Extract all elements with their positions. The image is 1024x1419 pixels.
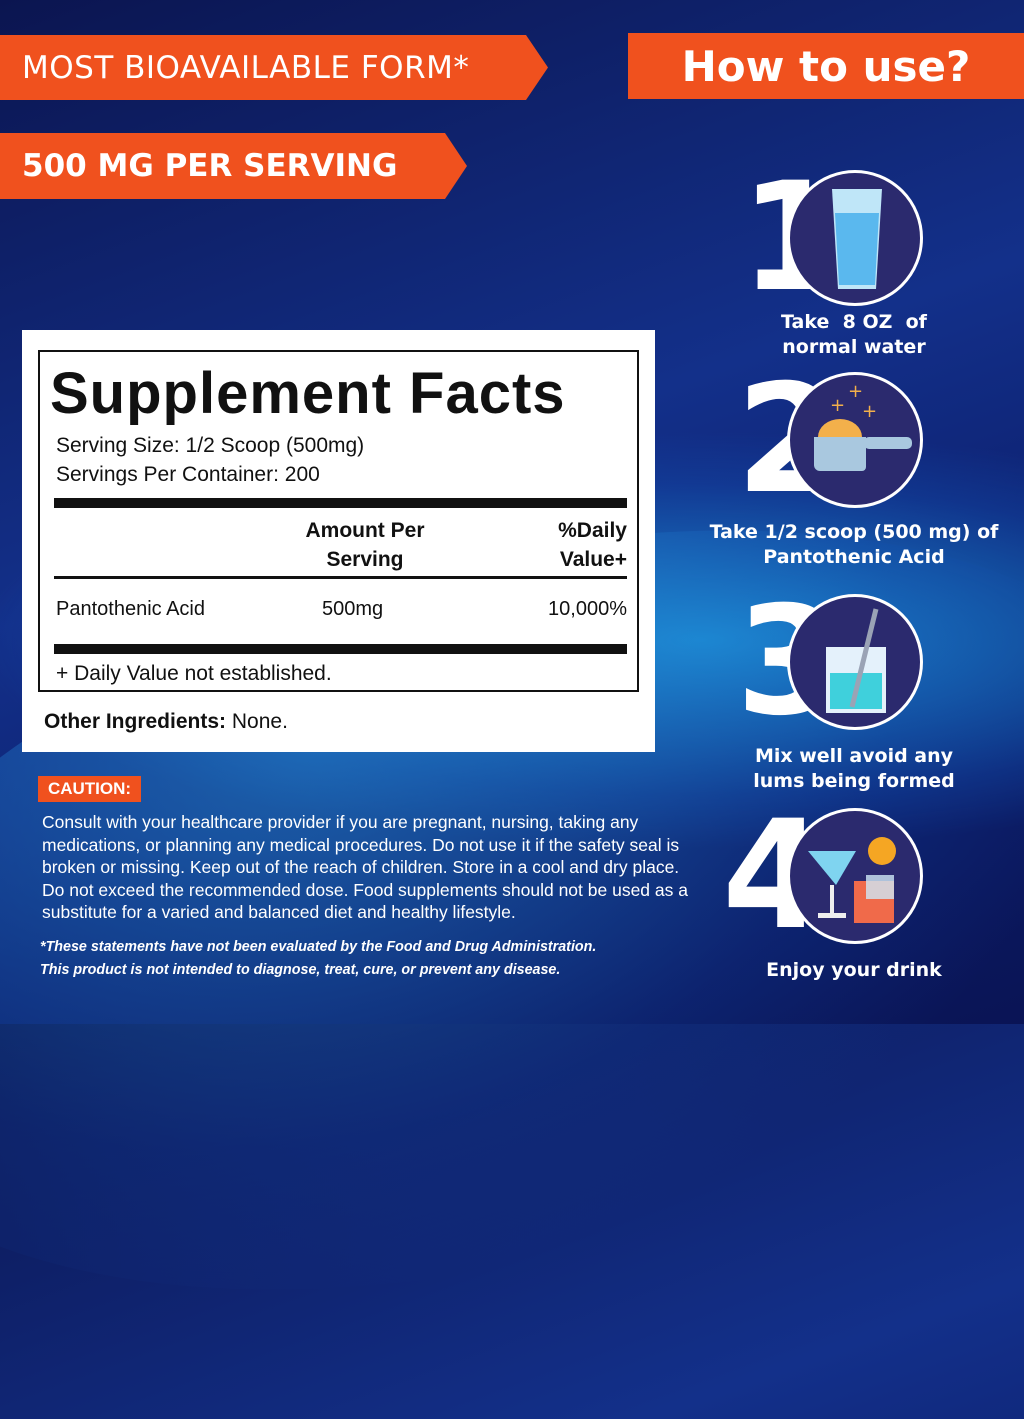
disclaimer-line: This product is not intended to diagnose… <box>40 961 561 978</box>
banner-text: MOST BIOAVAILABLE FORM* <box>22 49 470 86</box>
step-line: Mix well avoid any <box>754 745 954 767</box>
divider <box>54 644 627 654</box>
amount-header-line: Amount Per <box>305 519 425 542</box>
other-value: None. <box>226 710 288 733</box>
step-line: Take 8 OZ of <box>781 311 927 333</box>
divider <box>54 498 627 508</box>
other-label: Other Ingredients: <box>44 710 227 733</box>
svg-text:+: + <box>862 401 877 422</box>
bioavailable-banner: MOST BIOAVAILABLE FORM* <box>0 35 548 100</box>
serving-banner: 500 MG PER SERVING <box>0 133 467 199</box>
nutrient-name: Pantothenic Acid <box>56 598 205 620</box>
dv-header: %Daily Value+ <box>558 516 627 574</box>
water-glass-icon <box>787 170 923 306</box>
caution-badge: CAUTION: <box>38 776 141 802</box>
step-label: Take 1/2 scoop (500 mg) of Pantothenic Ac… <box>694 520 1014 570</box>
dv-header-line: %Daily <box>558 519 627 542</box>
servings-per-container: Servings Per Container: 200 <box>56 463 320 486</box>
fda-disclaimer: *These statements have not been evaluate… <box>40 936 720 982</box>
lower-text-block: Consult with your healthcare provider if… <box>40 811 720 982</box>
supplement-facts-panel: Supplement Facts Serving Size: 1/2 Scoop… <box>22 330 655 752</box>
powder-scoop-icon: + + + <box>787 372 923 508</box>
footnote: + Daily Value not established. <box>56 662 332 685</box>
step-label: Enjoy your drink <box>694 958 1014 983</box>
caution-text: Consult with your healthcare provider if… <box>42 812 688 922</box>
amount-header-line: Serving <box>326 548 404 571</box>
divider <box>54 576 627 579</box>
svg-text:+: + <box>830 395 845 416</box>
step-line: Pantothenic Acid <box>763 546 945 568</box>
amount-header: Amount Per Serving <box>280 516 450 574</box>
disclaimer-line: *These statements have not been evaluate… <box>40 938 597 955</box>
mixing-beaker-icon <box>787 594 923 730</box>
serving-size: Serving Size: 1/2 Scoop (500mg) <box>56 434 365 457</box>
step-line: Take 1/2 scoop (500 mg) of <box>709 521 999 543</box>
banner-text: 500 MG PER SERVING <box>22 148 398 184</box>
nutrient-dv: 10,000% <box>548 598 627 620</box>
svg-text:+: + <box>848 381 863 402</box>
step-line: normal water <box>782 336 926 358</box>
nutrient-amount: 500mg <box>322 598 384 620</box>
facts-title: Supplement Facts <box>50 361 566 426</box>
step-line: lums being formed <box>753 770 955 792</box>
drinks-icon <box>787 808 923 944</box>
how-to-use-banner: How to use? <box>628 33 1024 99</box>
step-label: Take 8 OZ of normal water <box>694 310 1014 360</box>
step-label: Mix well avoid any lums being formed <box>694 744 1014 794</box>
other-ingredients: Other Ingredients: None. <box>44 710 288 734</box>
step-line: Enjoy your drink <box>766 959 942 981</box>
dv-header-line: Value+ <box>559 548 627 571</box>
facts-box: Supplement Facts Serving Size: 1/2 Scoop… <box>38 350 639 692</box>
